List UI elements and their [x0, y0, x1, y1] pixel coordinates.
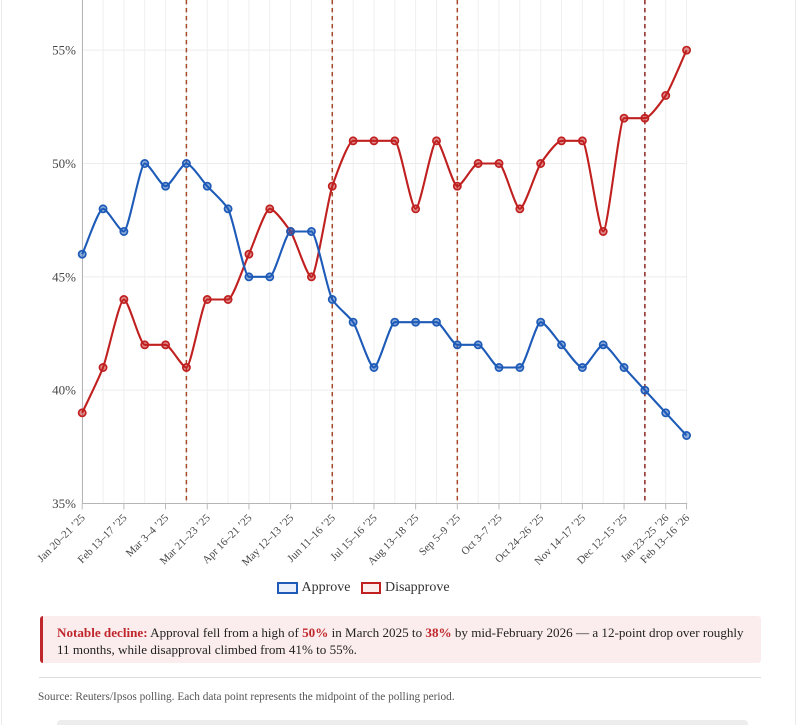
svg-text:40%: 40% [52, 383, 76, 398]
svg-text:35%: 35% [52, 496, 76, 511]
svg-text:Sep 5–9 ’25: Sep 5–9 ’25 [417, 512, 463, 558]
svg-text:50%: 50% [52, 156, 76, 171]
svg-text:45%: 45% [52, 269, 76, 284]
svg-text:55%: 55% [52, 43, 76, 58]
